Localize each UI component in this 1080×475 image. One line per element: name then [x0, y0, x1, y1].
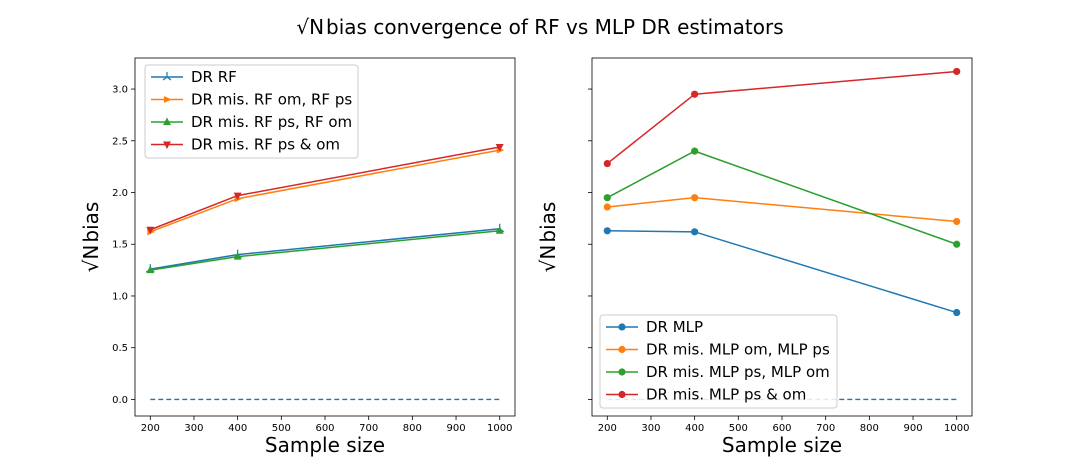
- y-axis-label-sqrt-n: √N: [79, 245, 103, 273]
- figure-title: √N bias convergence of RF vs MLP DR estim…: [296, 15, 783, 39]
- legend-label: DR mis. RF ps & om: [191, 136, 340, 154]
- data-point: [603, 227, 611, 235]
- x-tick-label: 200: [141, 423, 160, 434]
- y-axis-label-sqrt-n: √N: [536, 245, 560, 273]
- legend-entry: DR mis. RF ps & om: [151, 136, 340, 154]
- x-axis-label: Sample size: [265, 433, 385, 457]
- series-dr-mlp: [603, 227, 961, 317]
- data-point: [691, 228, 699, 236]
- x-tick-label: 600: [315, 423, 334, 434]
- data-point: [953, 308, 961, 317]
- legend-label: DR mis. MLP ps & om: [646, 386, 806, 404]
- legend-marker: [618, 323, 626, 331]
- y-tick-label: 0.0: [112, 395, 128, 406]
- y-axis-label: √Nbias: [536, 202, 560, 273]
- data-point: [691, 90, 699, 98]
- figure-title-sqrt-n: √N: [296, 15, 324, 39]
- x-tick-label: 1000: [487, 423, 512, 434]
- data-point: [495, 226, 504, 234]
- legend: DR MLP DR mis. MLP om, MLP ps DR mis. MLP …: [599, 314, 838, 409]
- chart-panel-mlp: 200 300 400 500 600 700 800 900 1000 Sample size √…: [536, 57, 973, 457]
- legend-marker: [164, 96, 172, 103]
- x-tick-label: 1000: [944, 423, 969, 434]
- legend-entry: DR RF: [151, 68, 237, 86]
- y-tick-label: 3.0: [112, 85, 128, 96]
- data-point: [146, 226, 155, 235]
- legend-marker: [163, 141, 171, 149]
- x-tick-label: 500: [272, 423, 291, 434]
- x-tick-label: 800: [403, 423, 422, 434]
- x-axis-label: Sample size: [722, 433, 842, 457]
- x-tick-label: 300: [184, 423, 203, 434]
- data-point: [953, 240, 961, 248]
- x-tick-label: 300: [641, 423, 660, 434]
- series-dr-mis-mlp-ps-om: [603, 67, 961, 168]
- x-tick-label: 400: [685, 423, 704, 434]
- legend-entry: DR mis. RF ps, RF om: [151, 113, 352, 131]
- x-tick-label: 700: [816, 423, 835, 434]
- x-tick-label: 700: [359, 423, 378, 434]
- x-tick-label: 800: [860, 423, 879, 434]
- data-point: [603, 203, 611, 211]
- y-tick-label: 2.0: [112, 188, 128, 199]
- figure-title-text: bias convergence of RF vs MLP DR estimat…: [326, 15, 784, 39]
- data-point: [953, 67, 961, 76]
- data-point: [691, 147, 699, 155]
- legend-label: DR MLP: [646, 318, 703, 336]
- legend-box: [144, 64, 359, 159]
- data-point: [233, 252, 242, 260]
- legend-entry: DR mis. MLP ps & om: [606, 386, 806, 404]
- data-point: [233, 192, 242, 201]
- series-dr-mis-rf-ps-rf-om: [146, 226, 504, 274]
- series-dr-mis-mlp-om-mlp-ps: [603, 194, 961, 226]
- series-dr-mis-rf-ps-om: [146, 143, 504, 235]
- x-tick-label: 200: [598, 423, 617, 434]
- y-tick-label: 0.5: [112, 343, 128, 354]
- legend-marker: [618, 368, 626, 376]
- series-dr-mis-mlp-ps-mlp-om: [603, 147, 961, 248]
- series-line: [606, 70, 957, 165]
- legend-label: DR mis. MLP ps, MLP om: [646, 363, 830, 381]
- chart-panel-rf: 200 300 400 500 600 700 800 900 1000 0.0 0.5 1.0 1.5…: [79, 57, 516, 457]
- series-line: [607, 196, 957, 223]
- legend-box: [599, 314, 838, 409]
- legend-entry: DR mis. MLP ps, MLP om: [606, 363, 830, 381]
- series-line: [606, 150, 957, 245]
- series-line: [150, 149, 500, 233]
- data-point: [146, 265, 155, 274]
- legend-marker: [163, 117, 171, 125]
- legend-label: DR mis. RF ps, RF om: [191, 113, 352, 131]
- x-tick-label: 900: [903, 423, 922, 434]
- legend-label: DR mis. RF om, RF ps: [191, 91, 352, 109]
- legend-entry: DR mis. MLP om, MLP ps: [606, 341, 830, 359]
- x-tick-label: 500: [729, 423, 748, 434]
- y-tick-label: 1.0: [112, 291, 128, 302]
- legend-marker: [618, 390, 626, 399]
- y-axis-label-text: bias: [536, 202, 560, 243]
- data-point: [495, 143, 504, 152]
- y-tick-label: 1.5: [112, 240, 128, 251]
- y-axis-label: √Nbias: [79, 202, 103, 273]
- legend-marker: [162, 72, 172, 81]
- legend-entry: DR mis. RF om, RF ps: [151, 91, 352, 109]
- data-point: [691, 194, 699, 202]
- x-tick-label: 600: [772, 423, 791, 434]
- legend-label: DR RF: [191, 68, 237, 86]
- legend-marker: [618, 345, 626, 354]
- legend-label: DR mis. MLP om, MLP ps: [646, 341, 830, 359]
- series-line: [607, 230, 957, 314]
- data-point: [603, 194, 611, 202]
- series-dr-mis-rf-om-rf-ps: [147, 146, 505, 236]
- series-line: [150, 227, 500, 270]
- data-point: [953, 217, 961, 226]
- y-tick-label: 2.5: [112, 136, 128, 147]
- legend: DR RF DR mis. RF om, RF ps DR mis. RF ps, …: [144, 64, 359, 159]
- legend-entry: DR MLP: [606, 318, 703, 336]
- series-line: [150, 230, 500, 271]
- x-tick-label: 900: [446, 423, 465, 434]
- x-tick-label: 400: [228, 423, 247, 434]
- y-axis-label-text: bias: [79, 202, 103, 243]
- data-point: [603, 159, 611, 168]
